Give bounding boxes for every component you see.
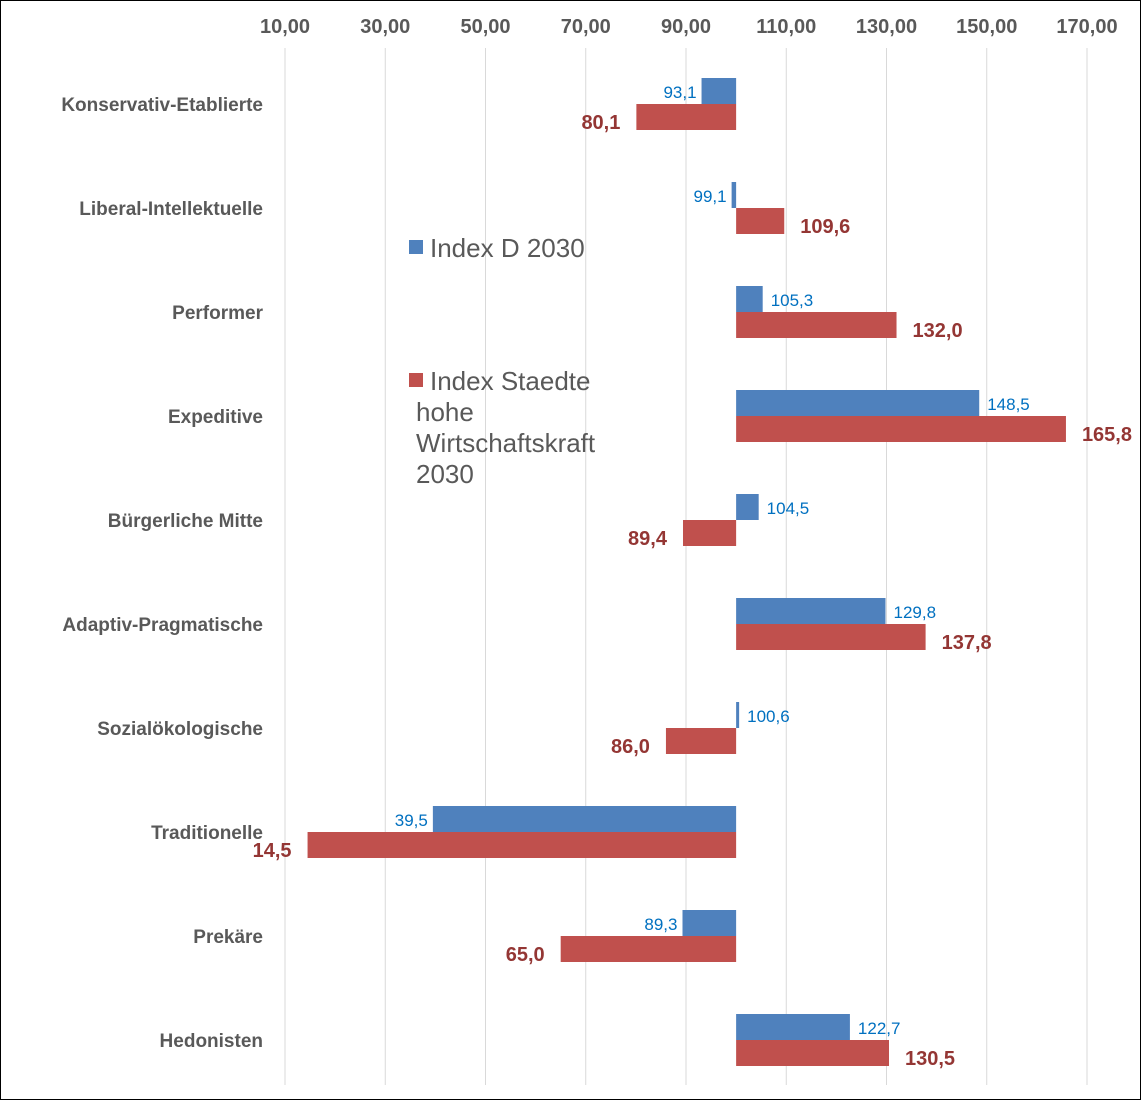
- data-label-series-b: 132,0: [913, 320, 963, 342]
- bar-series-a: [736, 390, 980, 416]
- data-label-series-a: 93,1: [663, 83, 696, 102]
- x-tick-label: 170,00: [1056, 16, 1117, 38]
- category-label: Prekäre: [193, 927, 263, 948]
- category-label: Bürgerliche Mitte: [108, 511, 263, 532]
- data-label-series-b: 165,8: [1082, 424, 1132, 446]
- bar-series-a: [432, 806, 737, 832]
- x-tick-label: 150,00: [956, 16, 1017, 38]
- category-label: Adaptiv-Pragmatische: [62, 615, 263, 636]
- data-label-series-b: 86,0: [611, 736, 650, 758]
- bar-series-b: [736, 624, 926, 650]
- data-label-series-a: 100,6: [747, 707, 790, 726]
- legend-swatch-series-a: [409, 240, 423, 254]
- data-label-series-b: 80,1: [581, 112, 620, 134]
- legend-swatch-series-b: [409, 373, 423, 387]
- x-tick-label: 50,00: [460, 16, 510, 38]
- data-label-series-a: 122,7: [858, 1019, 901, 1038]
- x-tick-label: 110,00: [756, 16, 816, 38]
- data-label-series-b: 14,5: [253, 840, 292, 862]
- bar-series-b: [736, 208, 785, 234]
- category-label: Expeditive: [168, 407, 263, 428]
- bar-series-a: [736, 1014, 850, 1040]
- data-label-series-a: 105,3: [771, 291, 814, 310]
- bar-series-b: [736, 416, 1066, 442]
- data-label-series-a: 99,1: [694, 187, 727, 206]
- data-label-series-b: 130,5: [905, 1048, 955, 1070]
- bar-series-b: [307, 832, 737, 858]
- category-label: Sozialökologische: [97, 719, 263, 740]
- data-label-series-b: 137,8: [942, 632, 992, 654]
- bar-series-a: [736, 598, 886, 624]
- data-label-series-b: 65,0: [506, 944, 545, 966]
- category-label: Traditionelle: [151, 823, 263, 844]
- legend-label-series-a: Index D 2030: [430, 233, 585, 263]
- bar-series-b: [736, 1040, 890, 1066]
- x-tick-label: 90,00: [661, 16, 711, 38]
- data-label-series-a: 129,8: [893, 603, 936, 622]
- category-label: Konservativ-Etablierte: [61, 95, 263, 116]
- x-tick-label: 10,00: [260, 16, 310, 38]
- bar-series-b: [682, 520, 737, 546]
- data-label-series-a: 148,5: [987, 395, 1030, 414]
- bar-series-b: [665, 728, 737, 754]
- category-label: Liberal-Intellektuelle: [79, 199, 263, 220]
- bar-series-a: [731, 182, 737, 208]
- bar-series-a: [736, 702, 740, 728]
- x-tick-label: 70,00: [561, 16, 611, 38]
- category-label: Performer: [172, 303, 263, 324]
- bar-series-a: [736, 286, 763, 312]
- data-label-series-a: 89,3: [644, 915, 677, 934]
- data-label-series-a: 104,5: [767, 499, 810, 518]
- bar-series-b: [560, 936, 737, 962]
- bar-series-a: [682, 910, 737, 936]
- bar-series-b: [636, 104, 737, 130]
- data-label-series-a: 39,5: [395, 811, 428, 830]
- legend-label-series-b: Index Staedte hohe Wirtschaftskraft 2030: [416, 366, 596, 489]
- data-label-series-b: 109,6: [800, 216, 850, 238]
- x-tick-label: 30,00: [360, 16, 410, 38]
- bar-series-a: [701, 78, 737, 104]
- data-label-series-b: 89,4: [628, 528, 668, 550]
- category-label: Hedonisten: [160, 1031, 263, 1052]
- bar-series-b: [736, 312, 897, 338]
- x-tick-label: 130,00: [856, 16, 917, 38]
- bar-series-a: [736, 494, 759, 520]
